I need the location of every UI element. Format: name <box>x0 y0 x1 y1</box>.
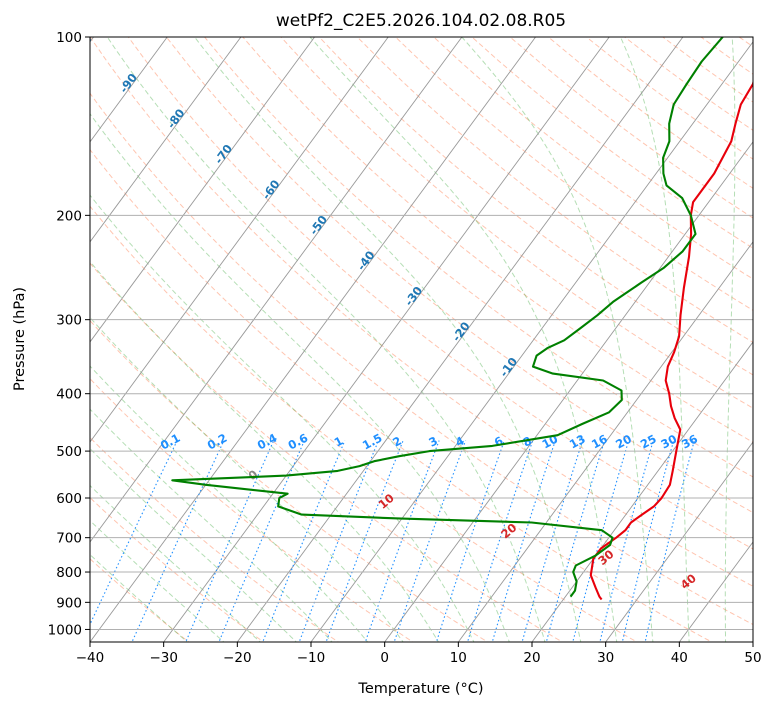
x-tick-label: 30 <box>597 650 614 666</box>
chart-title: wetPf2_C2E5.2026.104.02.08.R05 <box>276 11 566 31</box>
y-tick-label: 500 <box>56 444 82 460</box>
x-tick-label: 40 <box>671 650 688 666</box>
y-tick-label: 800 <box>56 565 82 581</box>
x-tick-label: −10 <box>297 650 326 666</box>
x-tick-label: 10 <box>450 650 467 666</box>
y-tick-label: 1000 <box>48 622 82 638</box>
y-tick-label: 400 <box>56 387 82 403</box>
x-tick-label: 50 <box>744 650 761 666</box>
y-tick-label: 900 <box>56 595 82 611</box>
x-tick-label: −20 <box>223 650 252 666</box>
x-axis-label: Temperature (°C) <box>357 681 483 697</box>
y-tick-label: 100 <box>56 30 82 46</box>
y-tick-label: 700 <box>56 531 82 547</box>
y-tick-label: 600 <box>56 491 82 507</box>
x-tick-label: −30 <box>149 650 178 666</box>
x-tick-label: 0 <box>380 650 389 666</box>
y-tick-label: 200 <box>56 208 82 224</box>
y-axis-label: Pressure (hPa) <box>12 287 28 391</box>
x-tick-label: −40 <box>76 650 105 666</box>
x-tick-label: 20 <box>523 650 540 666</box>
y-tick-label: 300 <box>56 313 82 329</box>
